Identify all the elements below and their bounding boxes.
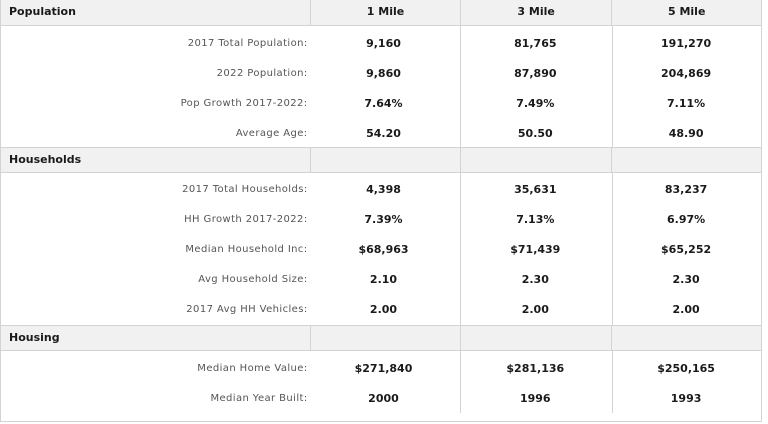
cell-1-mile: $271,840 — [354, 361, 413, 375]
column-header-blank — [310, 148, 460, 172]
table-row: HH Growth 2017-2022: 7.39% 7.13% 6.97% — [1, 204, 761, 234]
cell-1-mile: 7.39% — [364, 212, 403, 226]
cell-1-mile: 54.20 — [366, 127, 401, 141]
column-header-5-mile: 5 Mile — [611, 0, 761, 25]
cell-1-mile: 4,398 — [366, 182, 401, 196]
cell-3-mile: 35,631 — [514, 182, 557, 196]
cell-5-mile: $65,252 — [661, 242, 712, 256]
row-label: Average Age: — [235, 128, 308, 140]
cell-3-mile: 87,890 — [514, 66, 557, 80]
row-label: 2017 Total Population: — [187, 37, 308, 49]
row-label: Avg Household Size: — [198, 274, 308, 286]
section-title: Population — [9, 5, 76, 18]
cell-1-mile: 9,160 — [366, 36, 401, 50]
table-row: Pop Growth 2017-2022: 7.64% 7.49% 7.11% — [1, 88, 761, 118]
section-header-households: Households — [1, 147, 761, 173]
cell-5-mile: $250,165 — [657, 361, 715, 375]
cell-5-mile: 7.11% — [667, 96, 706, 110]
cell-5-mile: 48.90 — [668, 127, 704, 141]
column-header-1-mile: 1 Mile — [310, 0, 460, 25]
section-title: Households — [9, 153, 82, 166]
row-label: Median Household Inc: — [185, 243, 308, 255]
table-row: Median Household Inc: $68,963 $71,439 $6… — [1, 234, 761, 264]
table-row: 2017 Total Households: 4,398 35,631 83,2… — [1, 174, 761, 204]
row-label: Median Home Value: — [197, 362, 308, 374]
table-row: Median Home Value: $271,840 $281,136 $25… — [1, 353, 761, 383]
cell-3-mile: $281,136 — [506, 361, 565, 375]
cell-3-mile: 7.49% — [516, 96, 555, 110]
cell-3-mile: 2.00 — [521, 303, 549, 317]
cell-5-mile: 6.97% — [667, 212, 706, 226]
section-rows-housing: Median Home Value: $271,840 $281,136 $25… — [1, 351, 761, 413]
cell-3-mile: 50.50 — [517, 127, 553, 141]
cell-5-mile: 2.00 — [672, 303, 700, 317]
cell-1-mile: $68,963 — [358, 242, 409, 256]
section-header-housing: Housing — [1, 325, 761, 351]
row-label: 2017 Total Households: — [182, 183, 308, 195]
cell-5-mile: 83,237 — [664, 182, 708, 196]
column-header-blank — [459, 148, 612, 172]
cell-1-mile: 2.00 — [369, 303, 398, 317]
row-label: Median Year Built: — [210, 392, 308, 404]
cell-3-mile: 1996 — [519, 391, 551, 405]
table-row: Avg Household Size: 2.10 2.30 2.30 — [1, 265, 761, 295]
cell-5-mile: 204,869 — [661, 66, 712, 80]
cell-3-mile: 81,765 — [514, 36, 557, 50]
table-row: Average Age: 54.20 50.50 48.90 — [1, 119, 761, 149]
table-row: 2017 Total Population: 9,160 81,765 191,… — [1, 28, 761, 58]
section-rows-population: 2017 Total Population: 9,160 81,765 191,… — [1, 26, 761, 147]
column-header-3-mile: 3 Mile — [459, 0, 612, 25]
cell-1-mile: 2000 — [368, 391, 399, 405]
row-label: HH Growth 2017-2022: — [184, 213, 308, 225]
column-header-blank — [611, 326, 761, 350]
cell-3-mile: 2.30 — [521, 273, 549, 287]
cell-3-mile: $71,439 — [510, 242, 561, 256]
column-header-blank — [459, 326, 612, 350]
column-header-blank — [611, 148, 761, 172]
section-rows-households: 2017 Total Households: 4,398 35,631 83,2… — [1, 173, 761, 325]
row-label: 2017 Avg HH Vehicles: — [186, 304, 308, 316]
column-header-blank — [310, 326, 460, 350]
cell-1-mile: 9,860 — [366, 66, 401, 80]
table-row: 2022 Population: 9,860 87,890 204,869 — [1, 58, 761, 88]
cell-5-mile: 191,270 — [661, 36, 712, 50]
row-label: 2022 Population: — [216, 67, 308, 79]
cell-1-mile: 2.10 — [369, 273, 398, 287]
table-row: 2017 Avg HH Vehicles: 2.00 2.00 2.00 — [1, 295, 761, 325]
row-label: Pop Growth 2017-2022: — [180, 97, 308, 109]
cell-5-mile: 2.30 — [672, 273, 700, 287]
section-header-population: Population 1 Mile 3 Mile 5 Mile — [1, 0, 761, 26]
section-title: Housing — [9, 331, 60, 344]
cell-5-mile: 1993 — [670, 391, 702, 405]
cell-3-mile: 7.13% — [516, 212, 555, 226]
table-row: Median Year Built: 2000 1996 1993 — [1, 383, 761, 413]
cell-1-mile: 7.64% — [364, 96, 403, 110]
